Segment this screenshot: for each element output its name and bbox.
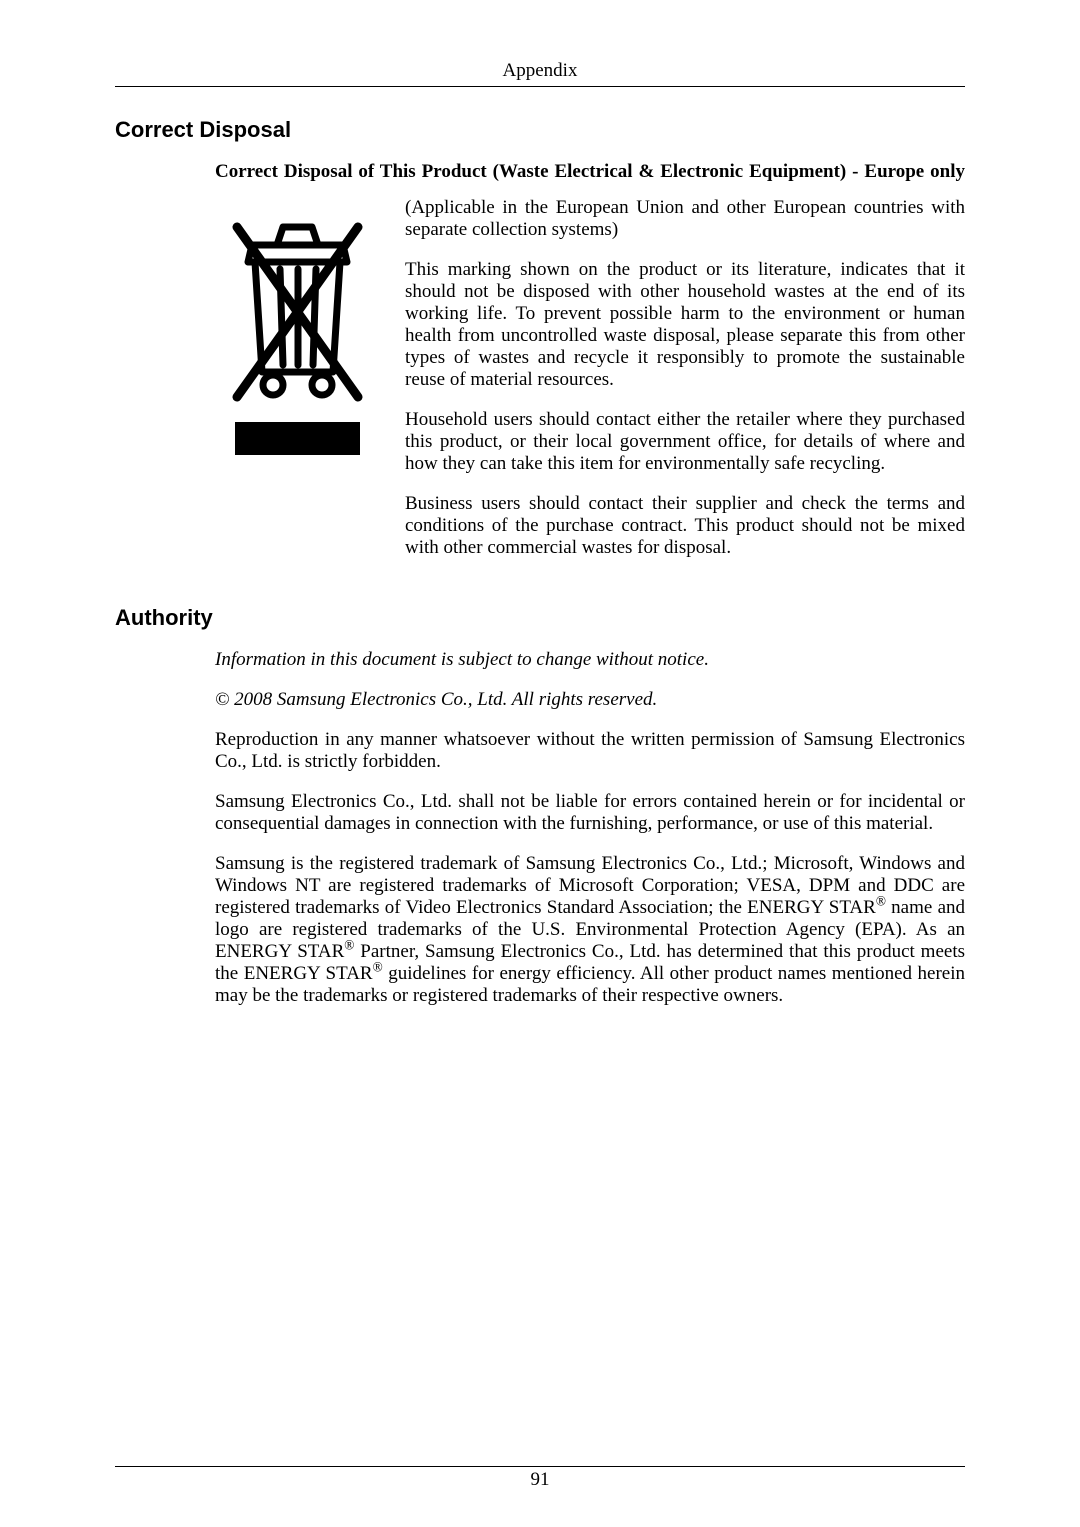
page-number: 91 bbox=[0, 1469, 1080, 1491]
disposal-para-2: This marking shown on the product or its… bbox=[405, 259, 965, 391]
document-page: Appendix Correct Disposal Correct Dispos… bbox=[0, 0, 1080, 1527]
disposal-para-1: (Applicable in the European Union and ot… bbox=[405, 197, 965, 241]
disposal-row: (Applicable in the European Union and ot… bbox=[215, 197, 965, 577]
registered-mark: ® bbox=[344, 938, 354, 953]
authority-para-2: © 2008 Samsung Electronics Co., Ltd. All… bbox=[215, 689, 965, 711]
disposal-text-column: (Applicable in the European Union and ot… bbox=[405, 197, 965, 577]
section-heading-authority: Authority bbox=[115, 605, 965, 631]
header-rule bbox=[115, 86, 965, 87]
authority-para-1: Information in this document is subject … bbox=[215, 649, 965, 671]
disposal-content: Correct Disposal of This Product (Waste … bbox=[215, 161, 965, 577]
text-span: Samsung is the registered trademark of S… bbox=[215, 853, 965, 918]
weee-bin-icon bbox=[215, 197, 380, 467]
authority-content: Information in this document is subject … bbox=[215, 649, 965, 1007]
footer-rule bbox=[115, 1466, 965, 1467]
registered-mark: ® bbox=[876, 894, 886, 909]
header-title: Appendix bbox=[115, 60, 965, 86]
authority-para-5: Samsung is the registered trademark of S… bbox=[215, 853, 965, 1007]
disposal-para-3: Household users should contact either th… bbox=[405, 409, 965, 475]
disposal-subheading: Correct Disposal of This Product (Waste … bbox=[215, 161, 965, 183]
authority-para-4: Samsung Electronics Co., Ltd. shall not … bbox=[215, 791, 965, 835]
authority-para-3: Reproduction in any manner whatsoever wi… bbox=[215, 729, 965, 773]
registered-mark: ® bbox=[373, 960, 383, 975]
section-heading-disposal: Correct Disposal bbox=[115, 117, 965, 143]
disposal-para-4: Business users should contact their supp… bbox=[405, 493, 965, 559]
